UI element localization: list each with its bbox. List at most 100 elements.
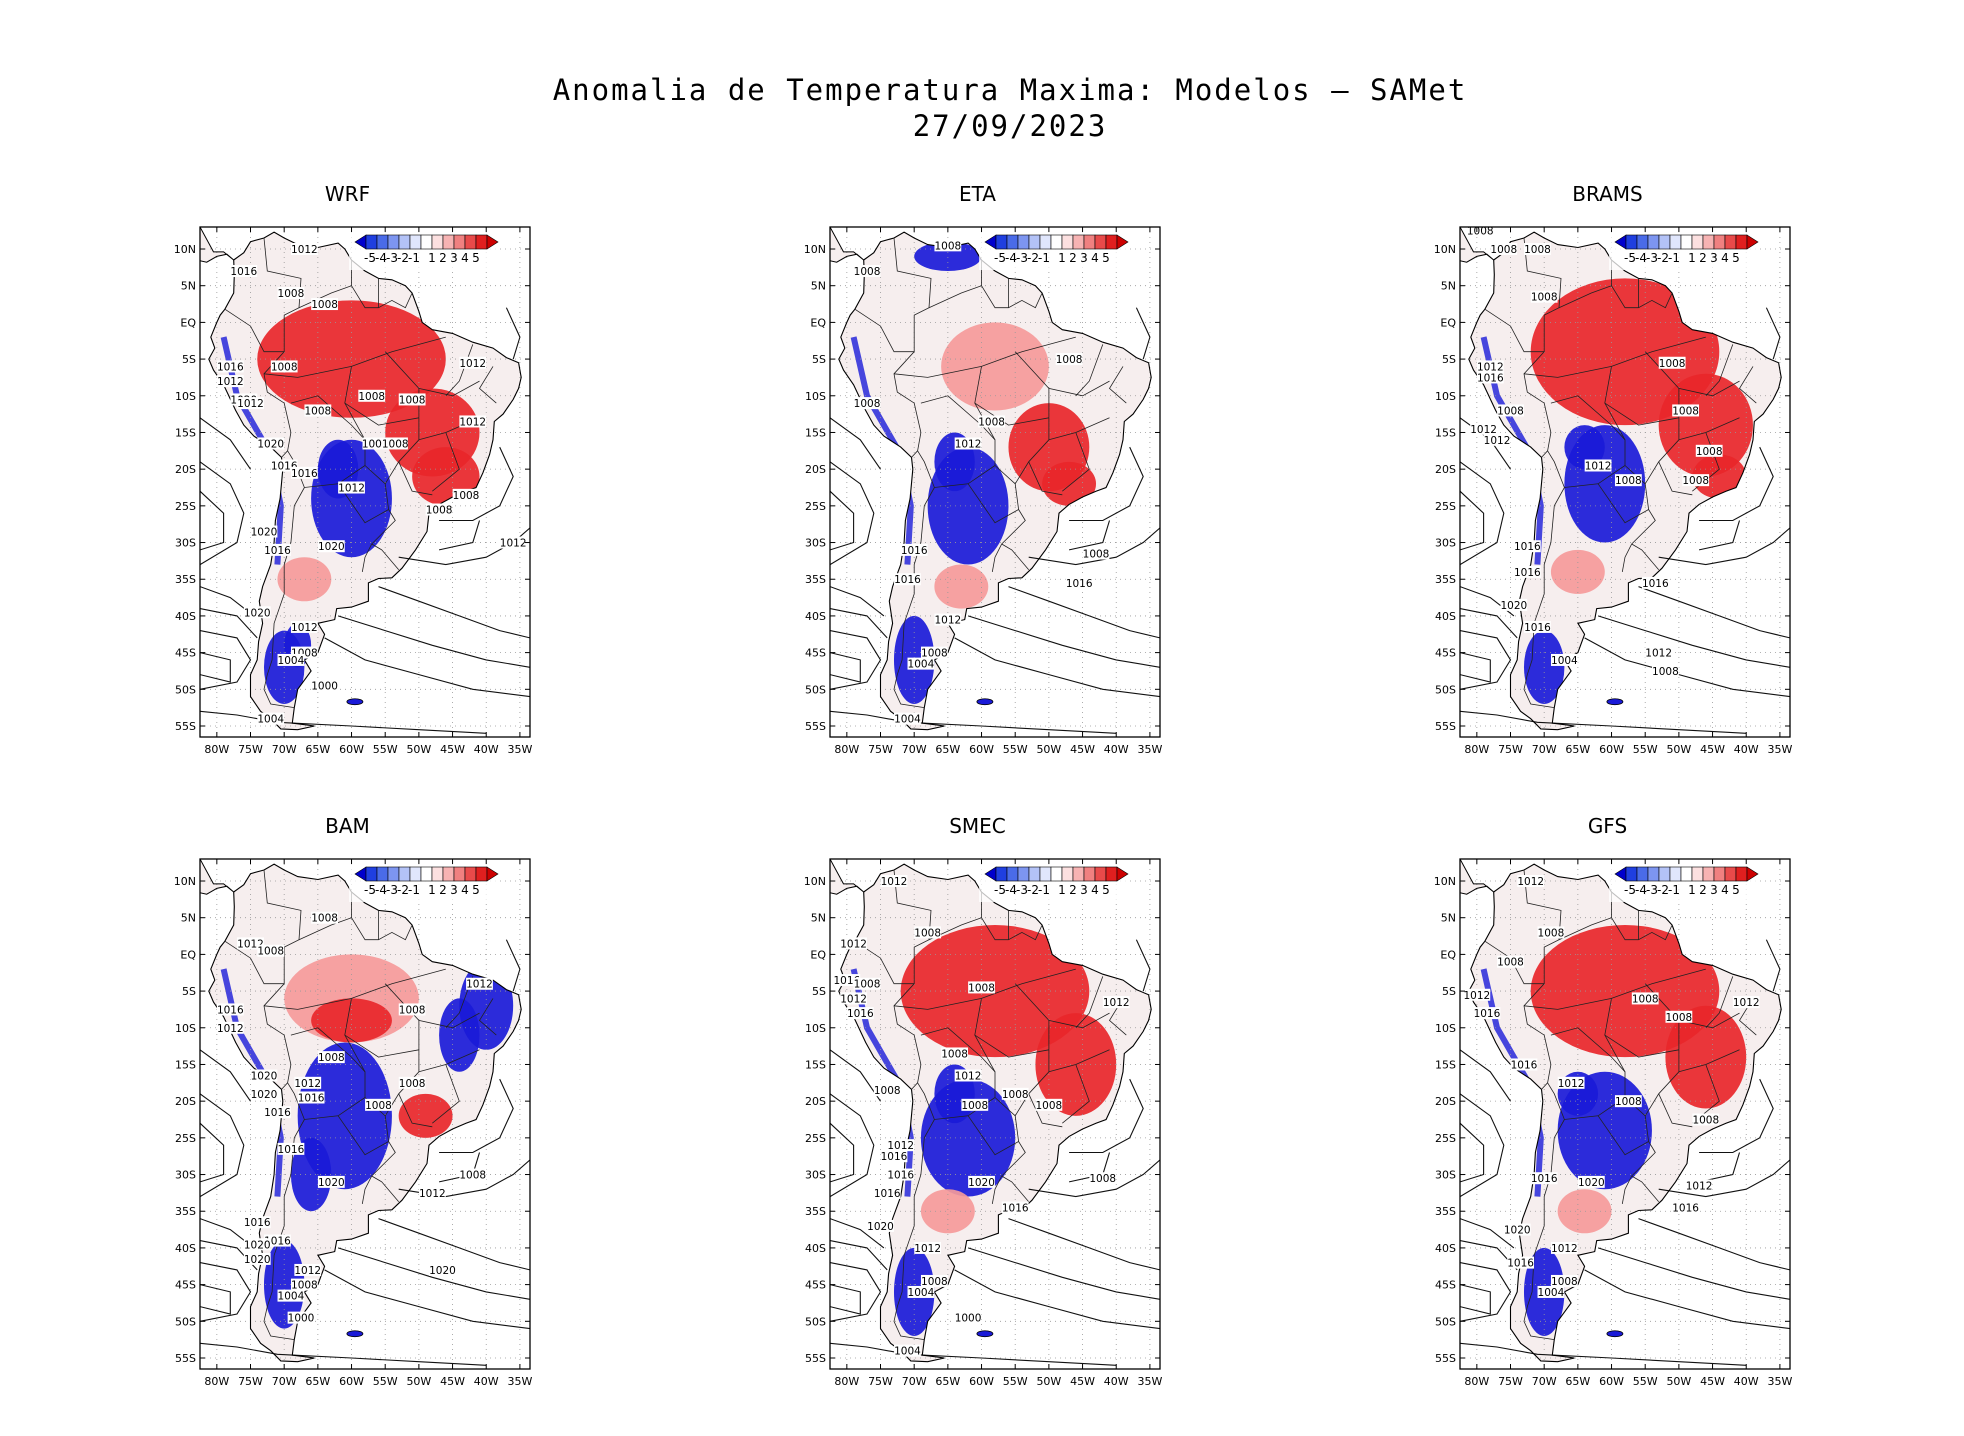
map-frame (199, 858, 531, 1370)
isobar-label-bg (1483, 433, 1511, 446)
lon-tick-label: 50W (1036, 1375, 1061, 1388)
isobar-label-bg (1503, 1223, 1531, 1236)
lat-tick-label: 35S (1435, 573, 1456, 586)
isobar-label: 1000 (311, 681, 338, 693)
isobar-line (1069, 446, 1144, 522)
colorbar-label: 1 (1058, 883, 1066, 897)
lon-tick-label: 60W (969, 743, 994, 756)
isobar-label-bg (365, 1098, 392, 1111)
warm-anomaly-region (1658, 373, 1753, 477)
isobar-label: 1004 (257, 714, 284, 726)
colorbar-label: 1 (428, 251, 436, 265)
axis-labels: 10N 5N EQ 5S 10S 15S 20S 25S 30S 35S 40S 45S 50S 55S 8… (1434, 227, 1792, 756)
colorbar-label: -3 (386, 251, 398, 265)
isobar-label-bg (398, 1076, 426, 1089)
lat-tick-label: 10N (804, 875, 826, 888)
isobar-label: 1016 (264, 1236, 291, 1248)
isobar-line (200, 461, 245, 566)
map-panel-eta: ETA 1008 1008 1008 1008 1008 1012 1016 1008 1016… (790, 182, 1165, 762)
isobar-label-bg (1732, 996, 1760, 1009)
coastline (208, 231, 522, 731)
warm-anomaly-region (1557, 1189, 1612, 1234)
isobar-line (1008, 586, 1160, 639)
isobar-label-bg (840, 937, 867, 950)
lon-tick-label: 40W (1734, 1375, 1759, 1388)
isobar-label: 1020 (244, 1239, 271, 1251)
lon-tick-label: 65W (305, 1375, 330, 1388)
isobar-line (1597, 1247, 1790, 1300)
isobar-label-bg (429, 1263, 456, 1276)
colorbar-swatch (365, 234, 378, 250)
axis-labels: 10N 5N EQ 5S 10S 15S 20S 25S 30S 35S 40S 45S 50S 55S 8… (174, 227, 532, 756)
lat-tick-label: 25S (175, 1132, 196, 1145)
lon-tick-label: 80W (834, 1375, 859, 1388)
isobar-label: 1008 (1497, 957, 1524, 969)
isobar-line (200, 652, 231, 683)
isobar-label-bg (1055, 353, 1083, 366)
lat-tick-label: 5N (1441, 280, 1456, 293)
isobar-label: 1008 (257, 946, 284, 958)
isobar-label-bg (914, 926, 942, 939)
colorbar-label: -2 (397, 251, 409, 265)
isobar-line (1069, 1078, 1144, 1154)
warm-anomaly-region (920, 1189, 975, 1234)
isobar-label: 1016 (887, 1170, 914, 1182)
isobar-line (200, 1122, 225, 1183)
lat-tick-label: 10S (1435, 390, 1456, 403)
colorbar-swatch (1625, 866, 1638, 882)
isobar-line (830, 490, 855, 551)
isobar-label-bg (1510, 1058, 1538, 1071)
colorbar-label: 2 (439, 251, 447, 265)
colorbar-swatch (1094, 866, 1107, 882)
map-panel-gfs: GFS 1012 1008 1008 1012 1016 1008 1008 1012 1016… (1420, 814, 1795, 1394)
isobar-label: 1008 (1666, 1012, 1693, 1024)
lon-tick-label: 40W (1104, 1375, 1129, 1388)
colorbar-swatch (1017, 234, 1030, 250)
isobar-label: 1012 (338, 483, 365, 495)
isobar-label-bg (1537, 1285, 1565, 1298)
warm-anomaly-region (1665, 1005, 1747, 1109)
colorbar-label: -1 (1038, 251, 1050, 265)
colorbar-label: 2 (1069, 883, 1077, 897)
map-panel-bam: BAM 1008 1012 1008 1012 1016 1008 1012 1008 1020… (160, 814, 535, 1394)
lon-tick-label: 65W (1565, 743, 1590, 756)
colorbar-label: -5 (364, 883, 376, 897)
colorbar-swatch (1072, 866, 1085, 882)
colorbar-swatch (1625, 234, 1638, 250)
isobar-labels: 1012 1008 1008 1012 1016 1008 1008 1012 1016 1012… (1463, 875, 1760, 1299)
isobar-label-bg (1530, 1172, 1558, 1185)
lon-tick-label: 65W (935, 1375, 960, 1388)
lat-tick-label: 10N (174, 875, 196, 888)
warm-anomaly-region (257, 300, 446, 418)
isobar-label-bg (1102, 996, 1130, 1009)
isobar-label: 1016 (901, 545, 928, 557)
isobar-label-bg (1665, 1010, 1693, 1023)
map-frame (829, 858, 1161, 1370)
isobar-label-bg (1645, 646, 1673, 659)
isobar-label: 1004 (908, 1287, 935, 1299)
lon-tick-label: 40W (474, 1375, 499, 1388)
isobar-label: 1012 (881, 876, 908, 888)
lon-tick-label: 55W (373, 1375, 398, 1388)
country-borders (854, 869, 1127, 1340)
isobar-label: 1008 (854, 266, 881, 278)
isobar-label-bg (452, 488, 480, 501)
country-borders (854, 237, 1127, 708)
isobar-label-bg (290, 1278, 318, 1291)
colorbar-label: 5 (472, 883, 480, 897)
isobar-line (505, 307, 521, 360)
map-panel-wrf: WRF 101210161008100810161008101210121020… (160, 182, 535, 762)
isobar-line (1135, 307, 1151, 360)
isobar-label-bg (1695, 444, 1723, 457)
lon-tick-label: 45W (1700, 743, 1725, 756)
isobar-label: 1008 (399, 1004, 426, 1016)
isobar-label: 1012 (1103, 997, 1130, 1009)
colorbar-label: 2 (1069, 251, 1077, 265)
isobar-label-bg (1537, 926, 1565, 939)
colorbar: -5 -4 -3 -2 -1 1 2 3 4 5 (1609, 864, 1759, 902)
isobar-line (1460, 461, 1505, 566)
isobar-line (1460, 1262, 1512, 1322)
isobar-line (830, 1218, 885, 1249)
colorbar: -5 -4 -3 -2 -1 1 2 3 4 5 (979, 232, 1129, 270)
isobar-label: 1016 (1511, 1059, 1538, 1071)
